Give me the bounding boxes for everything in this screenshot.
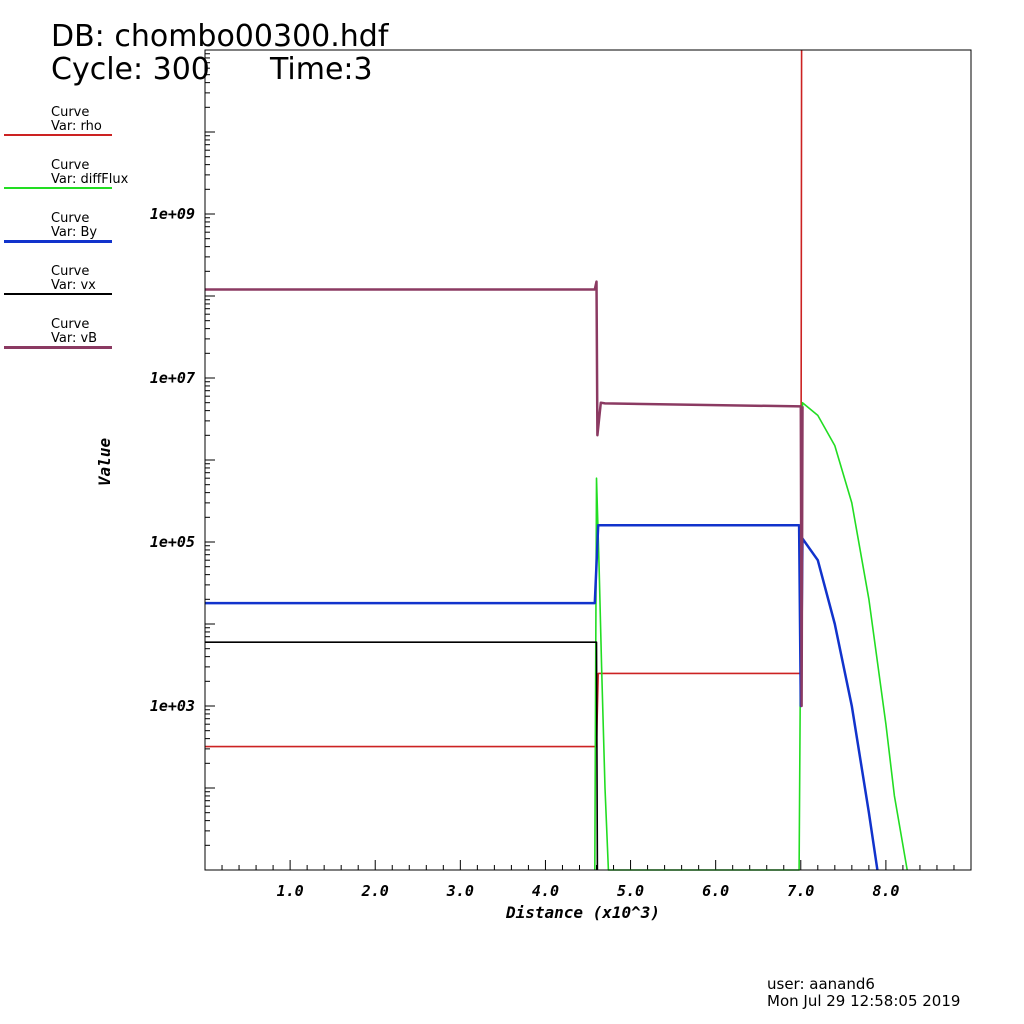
legend-swatch xyxy=(4,346,112,349)
legend-var-label: Var: vx xyxy=(51,278,96,293)
x-tick-label: 7.0 xyxy=(787,882,814,900)
legend-entry-vx: Curve Var: vx xyxy=(4,265,114,305)
y-tick-label: 1e+07 xyxy=(150,369,195,387)
user-label: user: aanand6 xyxy=(767,975,875,993)
db-title: DB: chombo00300.hdf xyxy=(51,19,389,54)
cycle-label: Cycle: 300 xyxy=(51,52,210,87)
axis-ticks xyxy=(205,53,955,871)
y-tick-label: 1e+05 xyxy=(150,533,195,551)
legend-var-label: Var: diffFlux xyxy=(51,172,129,187)
legend-swatch xyxy=(4,187,112,189)
y-axis-label: Value xyxy=(95,438,114,487)
series-line-diffFlux xyxy=(593,401,908,871)
legend-curve-label: Curve xyxy=(51,211,90,226)
x-tick-label: 5.0 xyxy=(617,882,644,900)
legend-swatch xyxy=(4,240,112,243)
x-axis-label: Distance (x10^3) xyxy=(505,903,660,922)
legend-entry-by: Curve Var: By xyxy=(4,212,114,252)
series-line-vx xyxy=(205,641,599,871)
legend-curve-label: Curve xyxy=(51,264,90,279)
x-tick-label: 8.0 xyxy=(872,882,899,900)
timestamp-label: Mon Jul 29 12:58:05 2019 xyxy=(767,992,961,1010)
series-group xyxy=(205,49,908,871)
legend-curve-label: Curve xyxy=(51,317,90,332)
y-tick-label: 1e+09 xyxy=(150,205,195,223)
x-tick-label: 4.0 xyxy=(532,882,559,900)
legend-swatch xyxy=(4,293,112,295)
legend-entry-rho: Curve Var: rho xyxy=(4,106,114,146)
x-tick-label: 6.0 xyxy=(702,882,729,900)
x-tick-label: 2.0 xyxy=(361,882,389,900)
legend-entry-diffflux: Curve Var: diffFlux xyxy=(4,158,128,199)
legend-var-label: Var: vB xyxy=(51,331,98,346)
series-line-By xyxy=(205,524,879,871)
legend-curve-label: Curve xyxy=(51,158,90,173)
time-label: Time:3 xyxy=(270,52,373,87)
legend-var-label: Var: rho xyxy=(51,119,102,134)
x-tick-label: 1.0 xyxy=(277,882,304,900)
x-tick-label: 3.0 xyxy=(446,882,474,900)
plot-frame xyxy=(204,49,972,871)
legend-curve-label: Curve xyxy=(51,105,90,120)
series-line-vB xyxy=(205,280,804,708)
y-tick-label: 1e+03 xyxy=(150,697,195,715)
legend-entry-vb: Curve Var: vB xyxy=(4,318,114,358)
legend-var-label: Var: By xyxy=(51,225,98,240)
axis-labels: 1.0 2.0 3.0 4.0 5.0 6.0 7.0 8.0 1e+03 1e+05 1e+07 1… xyxy=(95,205,899,922)
legend-swatch xyxy=(4,134,112,136)
